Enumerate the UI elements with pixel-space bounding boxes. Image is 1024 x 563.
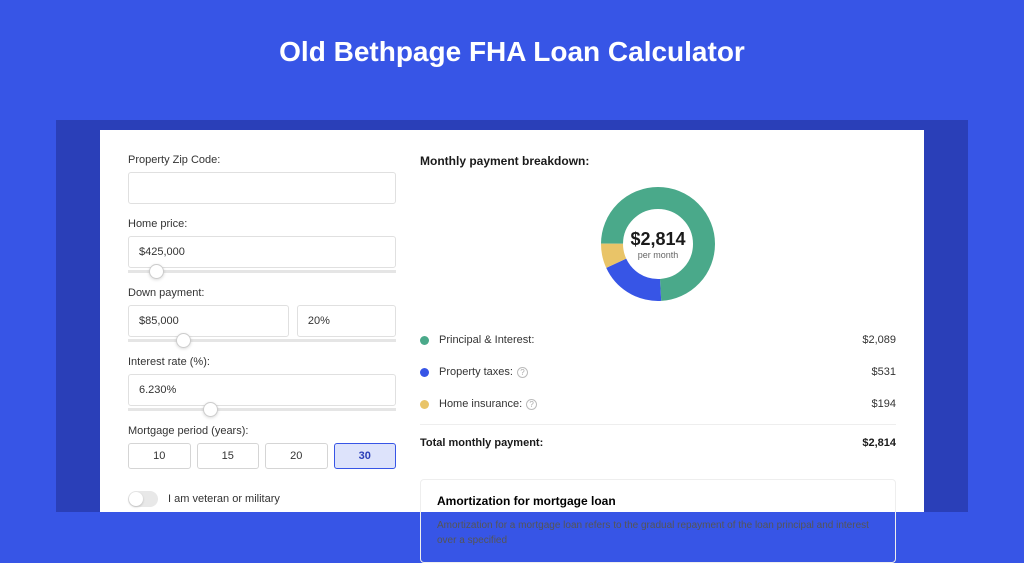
down-payment-pct-input[interactable]	[297, 305, 396, 337]
breakdown-row: Property taxes: ?$531	[420, 356, 896, 388]
total-value: $2,814	[862, 437, 896, 449]
page-title: Old Bethpage FHA Loan Calculator	[0, 0, 1024, 92]
period-option-15[interactable]: 15	[197, 443, 260, 469]
interest-label: Interest rate (%):	[128, 356, 396, 368]
period-option-20[interactable]: 20	[265, 443, 328, 469]
breakdown-title: Monthly payment breakdown:	[420, 154, 896, 168]
breakdown-label: Home insurance: ?	[439, 398, 872, 410]
down-payment-slider-thumb[interactable]	[176, 333, 191, 348]
zip-label: Property Zip Code:	[128, 154, 396, 166]
period-options: 10152030	[128, 443, 396, 469]
interest-input[interactable]	[128, 374, 396, 406]
inputs-column: Property Zip Code: Home price: Down paym…	[128, 154, 396, 488]
breakdown-row: Principal & Interest:$2,089	[420, 324, 896, 356]
period-option-30[interactable]: 30	[334, 443, 397, 469]
breakdown-label: Property taxes: ?	[439, 366, 872, 378]
amortization-card: Amortization for mortgage loan Amortizat…	[420, 479, 896, 563]
donut-sub: per month	[638, 250, 679, 260]
home-price-label: Home price:	[128, 218, 396, 230]
home-price-slider[interactable]	[128, 270, 396, 273]
legend-dot	[420, 336, 429, 345]
breakdown-value: $194	[872, 398, 896, 410]
info-icon[interactable]: ?	[517, 367, 528, 378]
breakdown-label: Principal & Interest:	[439, 334, 862, 346]
amortization-title: Amortization for mortgage loan	[437, 494, 879, 508]
breakdown-value: $2,089	[862, 334, 896, 346]
legend-dot	[420, 368, 429, 377]
legend-dot	[420, 400, 429, 409]
calculator-card: Property Zip Code: Home price: Down paym…	[100, 130, 924, 512]
amortization-text: Amortization for a mortgage loan refers …	[437, 518, 879, 548]
interest-slider[interactable]	[128, 408, 396, 411]
veteran-label: I am veteran or military	[168, 493, 280, 505]
veteran-toggle[interactable]	[128, 491, 158, 507]
breakdown-list: Principal & Interest:$2,089Property taxe…	[420, 324, 896, 420]
down-payment-label: Down payment:	[128, 287, 396, 299]
down-payment-amount-input[interactable]	[128, 305, 289, 337]
home-price-slider-thumb[interactable]	[149, 264, 164, 279]
down-payment-slider[interactable]	[128, 339, 396, 342]
period-option-10[interactable]: 10	[128, 443, 191, 469]
payment-donut-chart: $2,814 per month	[596, 182, 720, 306]
breakdown-column: Monthly payment breakdown: $2,814 per mo…	[396, 154, 896, 488]
period-label: Mortgage period (years):	[128, 425, 396, 437]
zip-input[interactable]	[128, 172, 396, 204]
breakdown-value: $531	[872, 366, 896, 378]
info-icon[interactable]: ?	[526, 399, 537, 410]
breakdown-total-row: Total monthly payment: $2,814	[420, 424, 896, 461]
home-price-input[interactable]	[128, 236, 396, 268]
interest-slider-thumb[interactable]	[203, 402, 218, 417]
veteran-toggle-knob	[129, 492, 143, 506]
breakdown-row: Home insurance: ?$194	[420, 388, 896, 420]
total-label: Total monthly payment:	[420, 437, 862, 449]
donut-amount: $2,814	[630, 229, 685, 250]
